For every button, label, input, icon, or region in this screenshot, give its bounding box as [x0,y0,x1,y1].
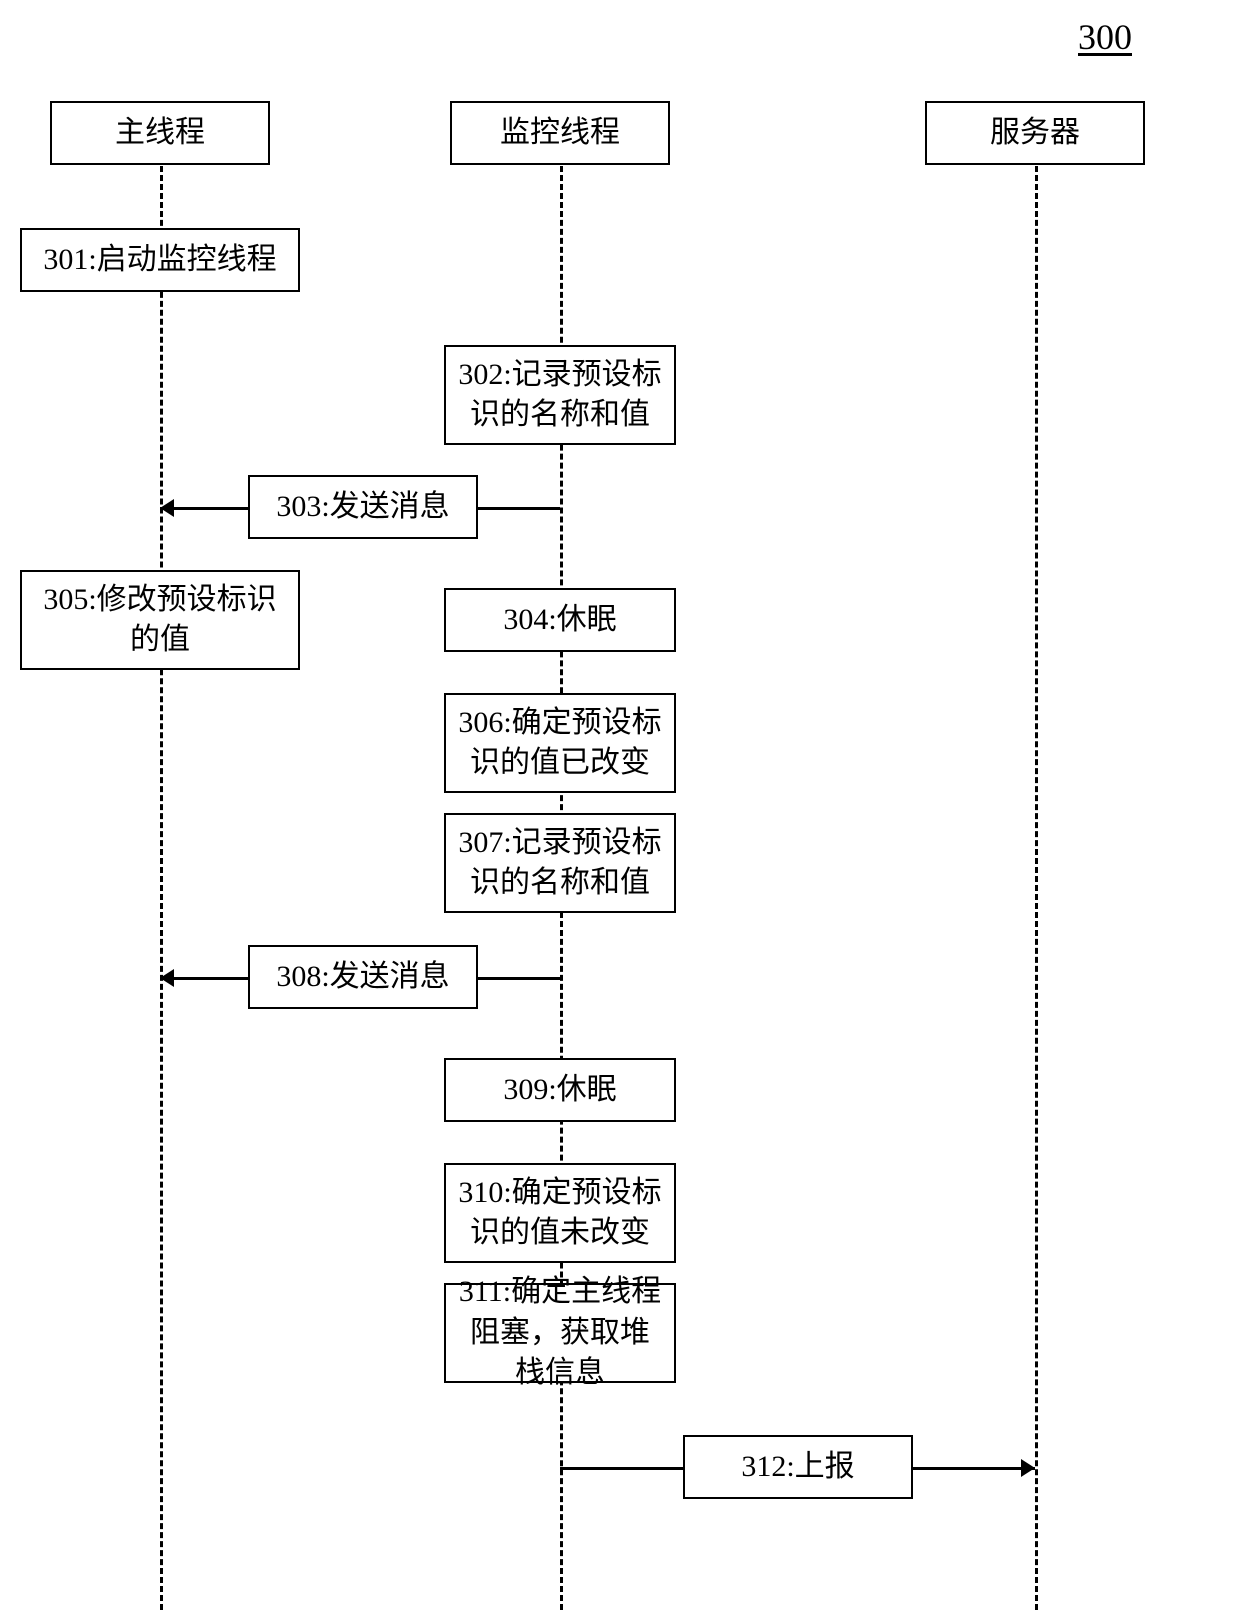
step-312: 312:上报 [683,1435,913,1499]
lifeline-server [1035,166,1038,1610]
sequence-diagram: 300 主线程 监控线程 服务器 301:启动监控线程 302:记录预设标识的名… [0,0,1240,1619]
step-309: 309:休眠 [444,1058,676,1122]
step-305: 305:修改预设标识的值 [20,570,300,670]
step-310: 310:确定预设标识的值未改变 [444,1163,676,1263]
step-311: 311:确定主线程阻塞，获取堆栈信息 [444,1283,676,1383]
arrow-312-head [1021,1459,1035,1477]
step-303: 303:发送消息 [248,475,478,539]
step-306: 306:确定预设标识的值已改变 [444,693,676,793]
step-301: 301:启动监控线程 [20,228,300,292]
step-304: 304:休眠 [444,588,676,652]
participant-main: 主线程 [50,101,270,165]
participant-monitor: 监控线程 [450,101,670,165]
step-302: 302:记录预设标识的名称和值 [444,345,676,445]
step-307: 307:记录预设标识的名称和值 [444,813,676,913]
step-308: 308:发送消息 [248,945,478,1009]
lifeline-main [160,166,163,1610]
figure-number: 300 [1078,16,1132,58]
arrow-308-head [160,969,174,987]
participant-server: 服务器 [925,101,1145,165]
arrow-303-head [160,499,174,517]
